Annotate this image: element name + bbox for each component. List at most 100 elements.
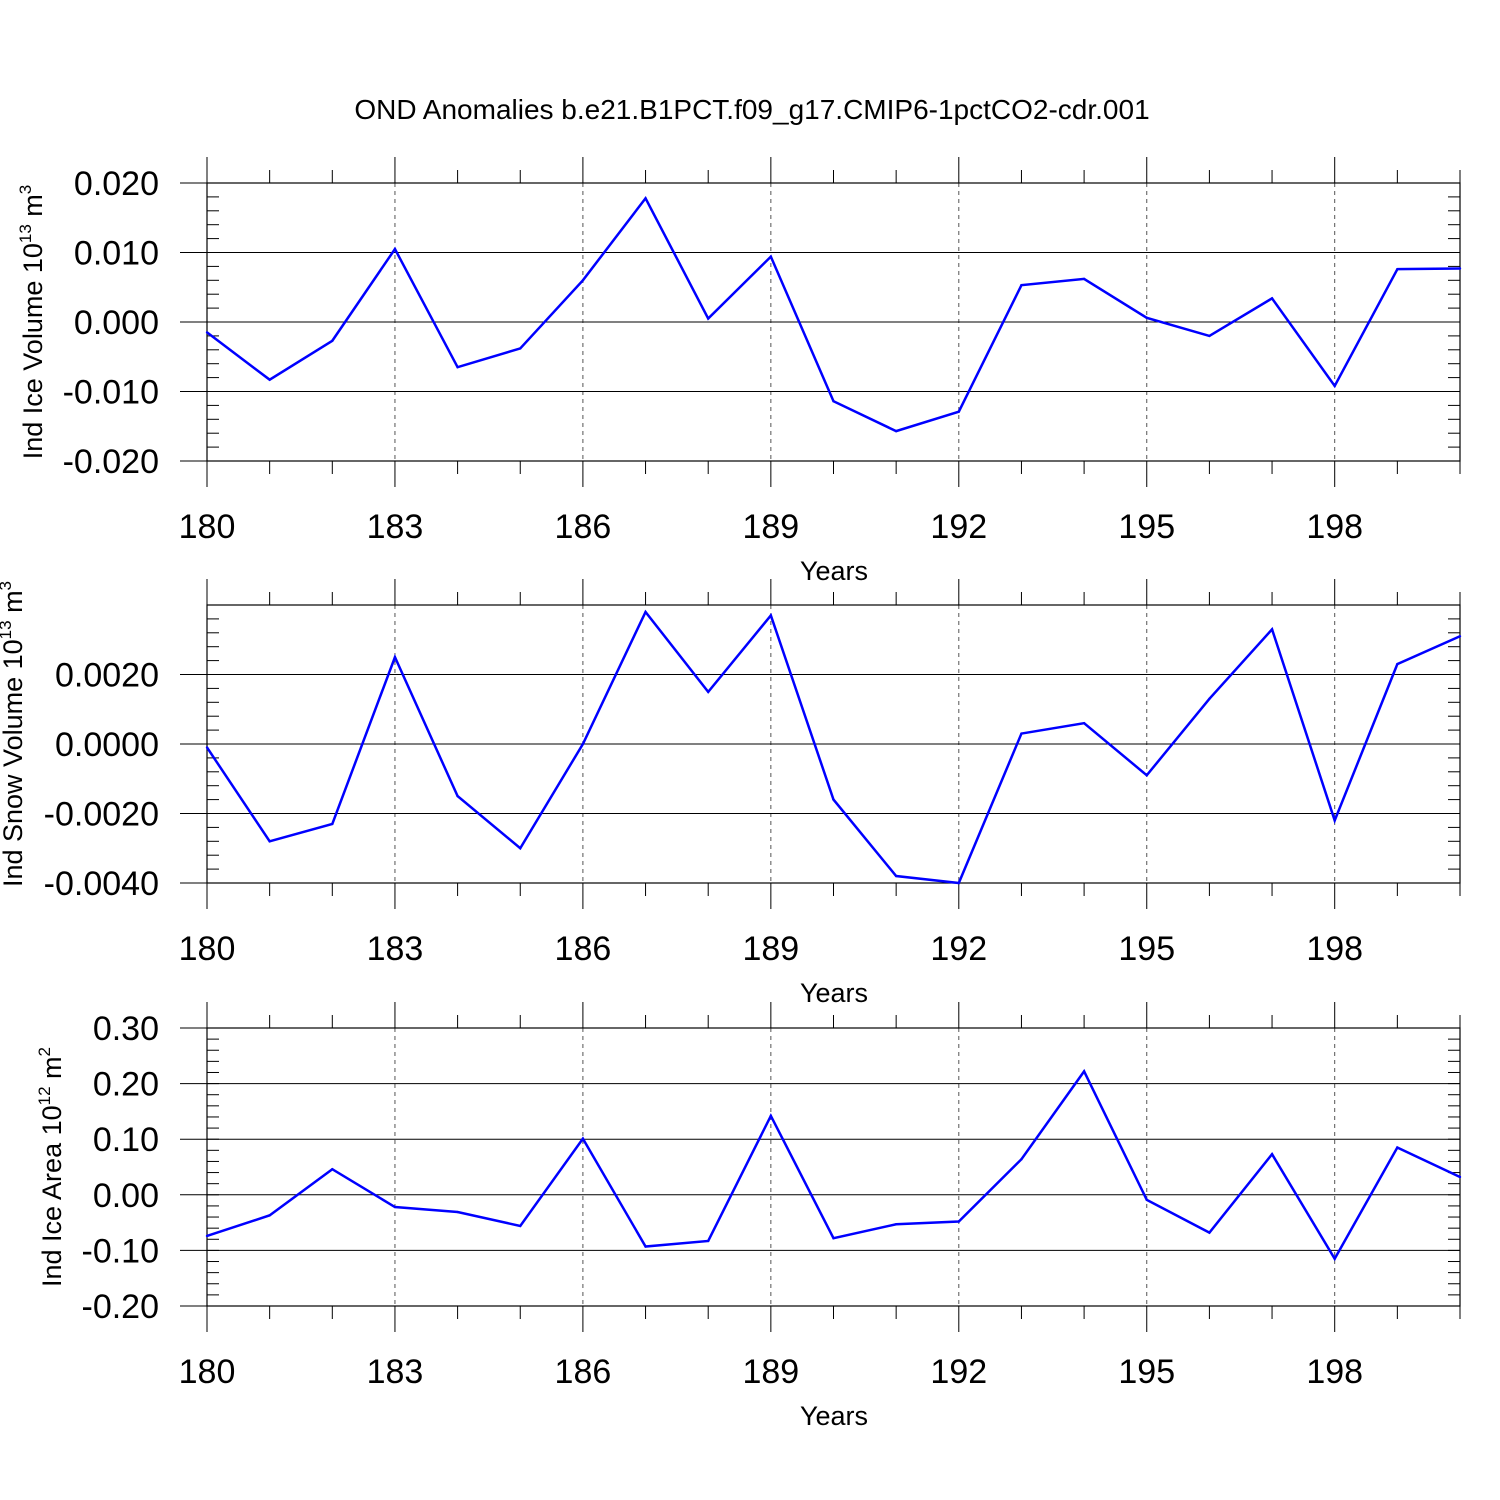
data-point	[1145, 316, 1148, 320]
y-tick-label: 0.30	[93, 1010, 159, 1048]
data-point	[519, 347, 522, 350]
data-point	[1396, 1146, 1399, 1149]
y-tick-label: -0.0040	[44, 865, 159, 903]
x-tick-label: 189	[742, 930, 799, 968]
data-point	[331, 1168, 334, 1171]
data-point	[205, 1234, 209, 1238]
data-point	[581, 742, 585, 746]
data-point	[205, 331, 209, 334]
panel-snow-volume: 0.0020 0.0000 -0.0020 -0.0040 180 183 186 189 19…	[0, 579, 1462, 1008]
data-point	[268, 378, 271, 381]
y-tick-label: -0.010	[63, 374, 159, 412]
data-point	[581, 1137, 585, 1140]
y-tick-label: 0.0000	[55, 726, 159, 764]
data-point	[832, 1236, 835, 1240]
data-point	[1082, 1070, 1086, 1073]
y-tick-label: 0.00	[93, 1177, 159, 1215]
panel-ice-volume: 0.020 0.010 0.000 -0.010 -0.020 180 183 186 189 1…	[16, 157, 1462, 586]
x-tick-label: 195	[1118, 930, 1175, 968]
x-tick-label: 198	[1306, 1353, 1363, 1391]
data-point	[1458, 1175, 1462, 1179]
y-axis-label: Ind Ice Area 1012 m2	[35, 1047, 67, 1287]
panel-ice-area: 0.30 0.20 0.10 0.00 -0.10 -0.20 180 183 186 189 19…	[35, 1002, 1462, 1431]
data-point	[957, 410, 960, 413]
x-tick-label: 183	[367, 930, 424, 968]
data-point	[644, 197, 647, 200]
data-point	[1145, 1198, 1148, 1202]
y-tick-label: 0.000	[74, 304, 159, 342]
data-point	[205, 746, 209, 749]
x-axis-label: Years	[800, 556, 868, 586]
y-tick-label: 0.10	[93, 1121, 159, 1159]
x-tick-label: 183	[367, 508, 424, 546]
data-point	[393, 247, 397, 251]
series-line	[205, 609, 1461, 885]
data-point	[1145, 774, 1148, 777]
data-point	[832, 798, 835, 801]
data-point	[1082, 277, 1086, 281]
data-point	[1020, 1158, 1023, 1161]
data-point	[519, 1224, 522, 1228]
data-point	[331, 339, 334, 342]
data-point	[393, 1205, 397, 1209]
x-tick-label: 186	[555, 508, 612, 546]
data-point	[1333, 819, 1336, 822]
data-point	[1208, 697, 1211, 701]
data-point	[707, 690, 710, 694]
data-point	[331, 822, 334, 826]
data-point	[456, 365, 459, 369]
x-tick-label: 180	[179, 1353, 236, 1391]
data-point	[769, 1114, 773, 1118]
data-point	[1458, 267, 1462, 270]
x-tick-label: 183	[367, 1353, 424, 1391]
data-point	[456, 1210, 459, 1214]
data-point	[268, 1214, 271, 1217]
y-tick-label: 0.20	[93, 1066, 159, 1104]
x-tick-label: 198	[1306, 508, 1363, 546]
data-point	[1020, 732, 1023, 735]
x-tick-label: 186	[555, 1353, 612, 1391]
y-tick-label: -0.20	[82, 1288, 160, 1326]
x-tick-label: 186	[555, 930, 612, 968]
chart-panels: 0.020 0.010 0.000 -0.010 -0.020 180 183 186 189 1…	[0, 157, 1462, 1431]
data-point	[1208, 334, 1211, 338]
data-point	[1270, 297, 1274, 300]
data-point	[957, 881, 960, 885]
x-tick-label: 195	[1118, 1353, 1175, 1391]
data-point	[644, 1245, 647, 1248]
y-tick-label: 0.020	[74, 165, 159, 203]
data-point	[456, 794, 459, 798]
x-tick-label: 192	[930, 1353, 987, 1391]
data-point	[894, 874, 898, 878]
x-axis-label: Years	[800, 1401, 868, 1431]
data-point	[1270, 628, 1274, 631]
y-axis-label: Ind Ice Volume 1013 m3	[16, 185, 48, 460]
data-point	[1458, 635, 1462, 638]
data-point	[769, 255, 773, 258]
y-tick-label: 0.010	[74, 235, 159, 273]
data-point	[832, 400, 835, 403]
x-tick-label: 192	[930, 508, 987, 546]
x-axis-label: Years	[800, 978, 868, 1008]
data-point	[1270, 1153, 1274, 1156]
x-tick-label: 180	[179, 508, 236, 546]
data-point	[957, 1220, 960, 1223]
y-axis-label: Ind Snow Volume 1013 m3	[0, 581, 28, 887]
x-tick-label: 195	[1118, 508, 1175, 546]
y-tick-label: 0.0020	[55, 657, 159, 695]
data-point	[894, 1223, 898, 1226]
data-point	[1020, 283, 1023, 287]
data-point	[1396, 267, 1399, 271]
y-tick-label: -0.0020	[44, 796, 159, 834]
data-point	[644, 610, 647, 614]
data-point	[268, 840, 271, 843]
x-tick-label: 180	[179, 930, 236, 968]
data-point	[1082, 721, 1086, 725]
x-tick-label: 192	[930, 930, 987, 968]
data-point	[519, 847, 522, 850]
data-point	[894, 429, 898, 433]
data-point	[1333, 384, 1336, 388]
x-tick-label: 198	[1306, 930, 1363, 968]
x-tick-label: 189	[742, 508, 799, 546]
